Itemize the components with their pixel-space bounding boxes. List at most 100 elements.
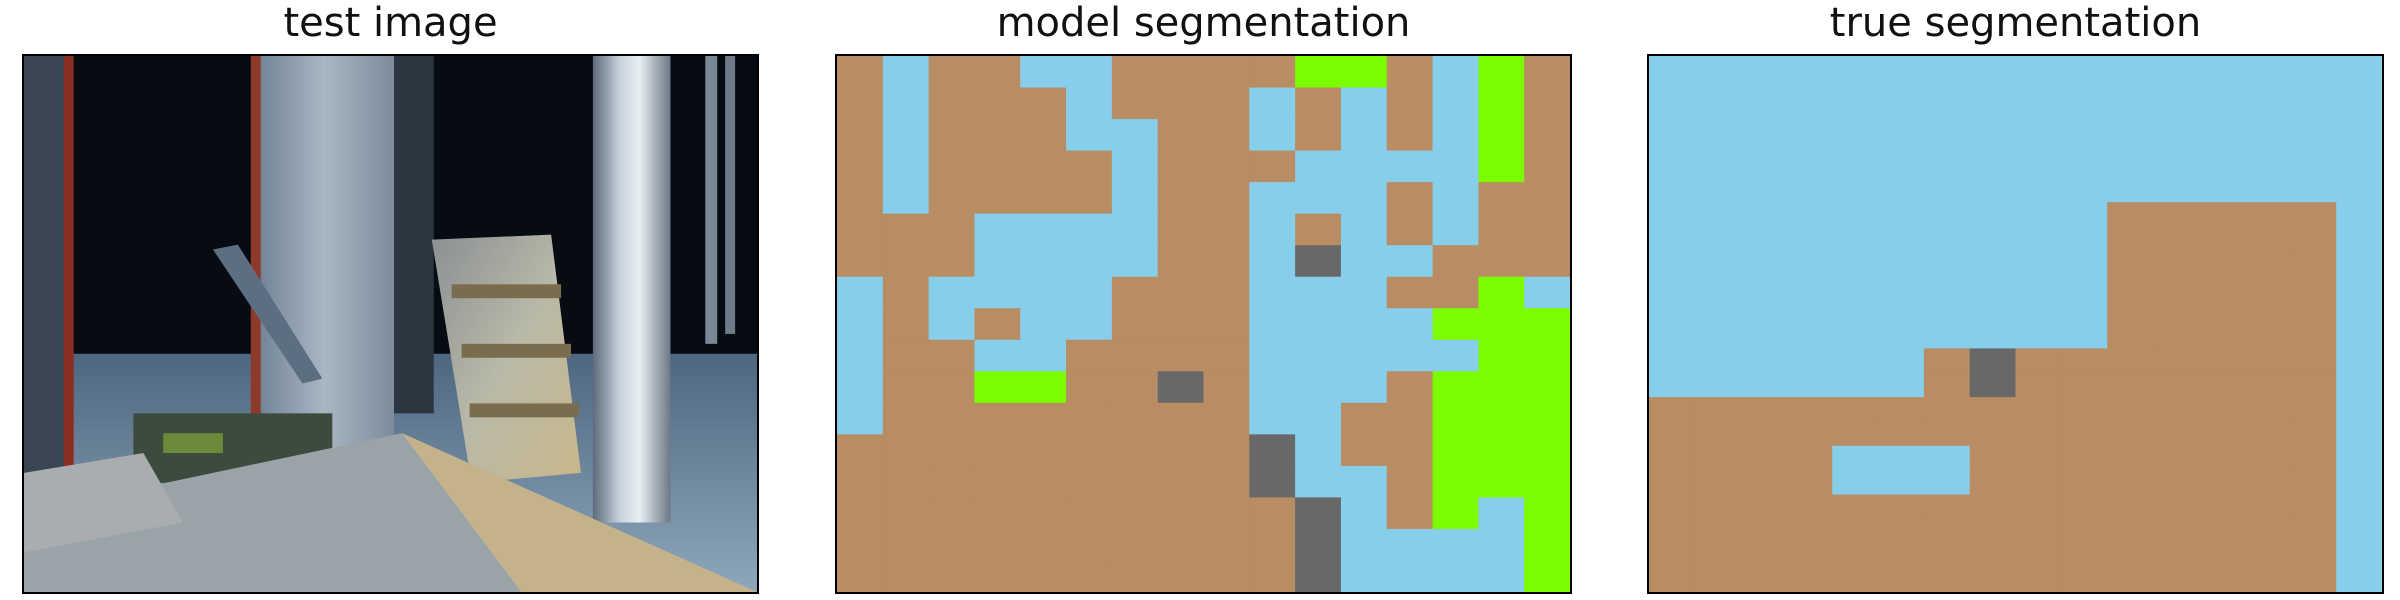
model-segmentation-cell [882,465,930,499]
true-segmentation-cell [1649,567,1696,592]
true-segmentation-cell [1649,543,1696,569]
true-segmentation-cell [2015,226,2062,252]
true-segmentation-cell [1694,129,1742,155]
model-segmentation-cell [1249,402,1296,435]
true-segmentation-cell [1694,543,1742,569]
model-segmentation-cell [1066,56,1113,89]
model-segmentation-cell [1478,339,1525,372]
true-segmentation-cell [1786,445,1833,471]
true-segmentation-cell [1649,372,1696,398]
true-segmentation-cell [1923,470,1971,496]
true-segmentation-cell [2152,177,2200,203]
true-segmentation-cell [1969,129,2017,155]
true-segmentation-cell [2061,104,2108,130]
true-segmentation-cell [2152,372,2200,398]
model-segmentation-cell [1524,276,1570,309]
true-segmentation-cell [2336,372,2382,398]
true-segmentation-cell [1694,397,1742,423]
true-segmentation-cell [2336,56,2382,81]
true-segmentation-cell [2198,226,2246,252]
model-segmentation-cell [1203,87,1250,120]
true-segmentation-cell [1969,275,2017,301]
true-segmentation-cell [1740,177,1788,203]
model-segmentation-cell [1432,308,1479,341]
model-segmentation-cell [1066,87,1113,120]
model-segmentation-cell [1386,308,1434,341]
model-segmentation-cell [1478,213,1525,246]
true-segmentation-cell [2107,445,2154,471]
true-segmentation-cell [1878,470,1925,496]
true-segmentation-cell [2290,299,2337,325]
true-segmentation-cell [2244,153,2291,179]
true-segmentation-cell [1832,129,1879,155]
model-segmentation-cell [1249,245,1296,278]
true-segmentation-cell [2015,56,2062,81]
true-segmentation-cell [1832,80,1879,106]
true-segmentation-cell [1649,324,1696,349]
model-segmentation-cell [1386,56,1434,89]
true-segmentation-cell [1878,202,1925,228]
model-segmentation-cell [974,339,1021,372]
model-segmentation-cell [974,56,1021,89]
model-segmentation-cell [1340,308,1388,341]
true-segmentation-cell [1786,567,1833,592]
true-segmentation-cell [2015,324,2062,349]
model-segmentation-cell [882,119,930,152]
model-segmentation-cell [1157,560,1205,592]
model-segmentation-cell [1295,528,1342,562]
true-segmentation-cell [2061,153,2108,179]
model-segmentation-cell [1524,308,1570,341]
true-segmentation-cell [1740,275,1788,301]
model-segmentation-panel: model segmentation [835,0,1572,600]
model-segmentation-cell [928,245,976,278]
true-segmentation-cell [2198,518,2246,544]
true-segmentation-cell [1740,56,1788,81]
true-segmentation-cell [2244,104,2291,130]
true-segmentation-cell [1923,494,1971,520]
model-segmentation-cell [1249,560,1296,592]
true-segmentation-cell [2336,250,2382,276]
true-segmentation-cell [2107,372,2154,398]
model-segmentation-cell [1020,465,1067,499]
true-segmentation-cell [2198,275,2246,301]
true-segmentation-cell [1786,226,1833,252]
true-segmentation-cell [1832,104,1879,130]
model-segmentation-cell [1295,119,1342,152]
model-segmentation-cell [1386,434,1434,467]
true-segmentation-cell [1694,202,1742,228]
true-segmentation-cell [1832,56,1879,81]
true-segmentation-cell [1694,445,1742,471]
model-segmentation-cell [1295,465,1342,499]
model-segmentation-cell [1249,497,1296,530]
model-segmentation-cell [974,213,1021,246]
model-segmentation-cell [974,276,1021,309]
model-segmentation-cell [1020,119,1067,152]
true-segmentation-cell [2015,567,2062,592]
model-segmentation-cell [1524,497,1570,530]
true-segmentation-cell [2244,202,2291,228]
true-segmentation-cell [2244,348,2291,374]
model-segmentation-cell [1524,182,1570,215]
model-segmentation-cell [1340,497,1388,530]
model-segmentation-cell [1020,150,1067,183]
true-segmentation-cell [1786,153,1833,179]
true-segmentation-cell [1786,129,1833,155]
true-segmentation-cell [1923,372,1971,398]
true-segmentation-cell [2290,250,2337,276]
model-segmentation-cell [1203,182,1250,215]
true-segmentation-cell [2107,153,2154,179]
true-segmentation-cell [1832,226,1879,252]
model-segmentation-cell [837,308,884,341]
model-segmentation-cell [1066,402,1113,435]
true-segmentation-cell [1649,129,1696,155]
model-segmentation-cell [1386,182,1434,215]
true-segmentation-cell [1969,324,2017,349]
model-segmentation-cell [1157,150,1205,183]
model-segmentation-cell [837,371,884,404]
model-segmentation-cell [1111,56,1159,89]
model-segmentation-cell [1478,402,1525,435]
true-segmentation-cell [2198,397,2246,423]
true-segmentation-cell [1649,56,1696,81]
model-segmentation-cell [974,308,1021,341]
true-segmentation-cell [2061,397,2108,423]
